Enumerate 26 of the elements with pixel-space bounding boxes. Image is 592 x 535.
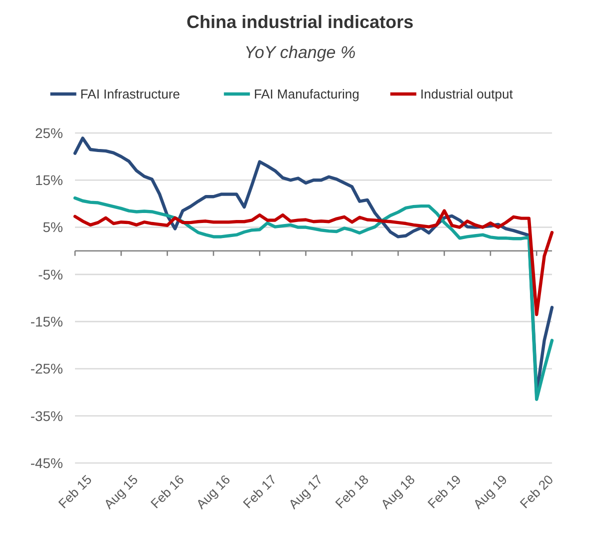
x-tick-label: Aug 19 bbox=[470, 472, 510, 512]
x-tick-label: Feb 16 bbox=[148, 472, 187, 512]
y-tick-label: 5% bbox=[42, 219, 63, 236]
y-tick-label: -5% bbox=[38, 266, 63, 282]
y-tick-label: 15% bbox=[34, 172, 63, 188]
x-tick-label: Feb 20 bbox=[516, 472, 556, 512]
x-tick-label: Aug 17 bbox=[286, 472, 326, 512]
line-series bbox=[73, 209, 554, 316]
x-tick-label: Aug 16 bbox=[193, 472, 234, 512]
line-series bbox=[73, 196, 554, 401]
y-tick-label: -45% bbox=[30, 454, 63, 471]
legend-label: FAI Manufacturing bbox=[254, 86, 360, 102]
chart-title: China industrial indicators bbox=[186, 12, 414, 32]
y-tick-label: 25% bbox=[34, 124, 63, 141]
y-tick-label: -15% bbox=[30, 313, 63, 330]
y-tick-label: -25% bbox=[30, 360, 63, 377]
y-tick-label: -35% bbox=[30, 408, 63, 424]
legend-label: Industrial output bbox=[420, 86, 514, 102]
x-tick-label: Aug 18 bbox=[378, 472, 418, 512]
x-tick-label: Feb 19 bbox=[424, 472, 464, 512]
x-tick-label: Aug 15 bbox=[100, 472, 141, 512]
x-tick-label: Feb 15 bbox=[55, 472, 95, 512]
x-tick-label: Feb 17 bbox=[240, 472, 280, 512]
legend-label: FAI Infrastructure bbox=[80, 86, 180, 102]
x-tick-label: Feb 18 bbox=[332, 472, 372, 512]
chart-subtitle: YoY change % bbox=[244, 43, 356, 62]
